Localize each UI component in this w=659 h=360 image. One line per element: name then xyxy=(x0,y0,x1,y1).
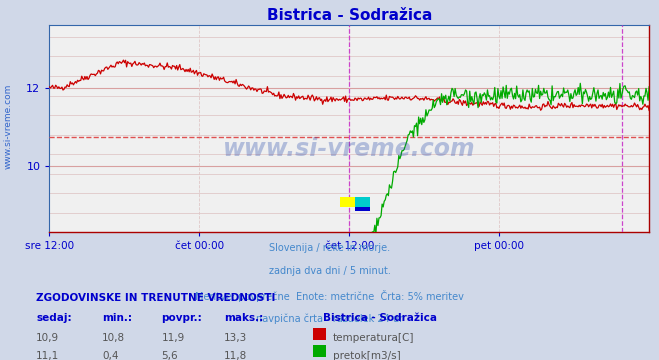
Text: 10,8: 10,8 xyxy=(102,333,125,343)
Text: www.si-vreme.com: www.si-vreme.com xyxy=(223,138,476,161)
Text: 10,9: 10,9 xyxy=(36,333,59,343)
Text: 0,4: 0,4 xyxy=(102,351,119,360)
Bar xyxy=(340,197,355,207)
Text: min.:: min.: xyxy=(102,313,132,323)
Bar xyxy=(355,197,370,207)
Text: 11,8: 11,8 xyxy=(224,351,247,360)
Text: 13,3: 13,3 xyxy=(224,333,247,343)
Text: Meritve: povprečne  Enote: metrične  Črta: 5% meritev: Meritve: povprečne Enote: metrične Črta:… xyxy=(195,290,464,302)
Text: 11,9: 11,9 xyxy=(161,333,185,343)
Text: sedaj:: sedaj: xyxy=(36,313,72,323)
Text: navpična črta - razdelek 24 ur: navpična črta - razdelek 24 ur xyxy=(256,313,403,324)
Text: temperatura[C]: temperatura[C] xyxy=(333,333,415,343)
Title: Bistrica - Sodražica: Bistrica - Sodražica xyxy=(267,8,432,23)
Text: Bistrica - Sodražica: Bistrica - Sodražica xyxy=(323,313,437,323)
Text: povpr.:: povpr.: xyxy=(161,313,202,323)
Bar xyxy=(355,207,370,211)
Text: 11,1: 11,1 xyxy=(36,351,59,360)
Text: www.si-vreme.com: www.si-vreme.com xyxy=(3,83,13,169)
Text: ZGODOVINSKE IN TRENUTNE VREDNOSTI: ZGODOVINSKE IN TRENUTNE VREDNOSTI xyxy=(36,293,275,303)
Text: maks.:: maks.: xyxy=(224,313,264,323)
Text: zadnja dva dni / 5 minut.: zadnja dva dni / 5 minut. xyxy=(269,266,390,276)
Text: pretok[m3/s]: pretok[m3/s] xyxy=(333,351,401,360)
Text: Slovenija / reke in morje.: Slovenija / reke in morje. xyxy=(269,243,390,253)
Text: 5,6: 5,6 xyxy=(161,351,178,360)
